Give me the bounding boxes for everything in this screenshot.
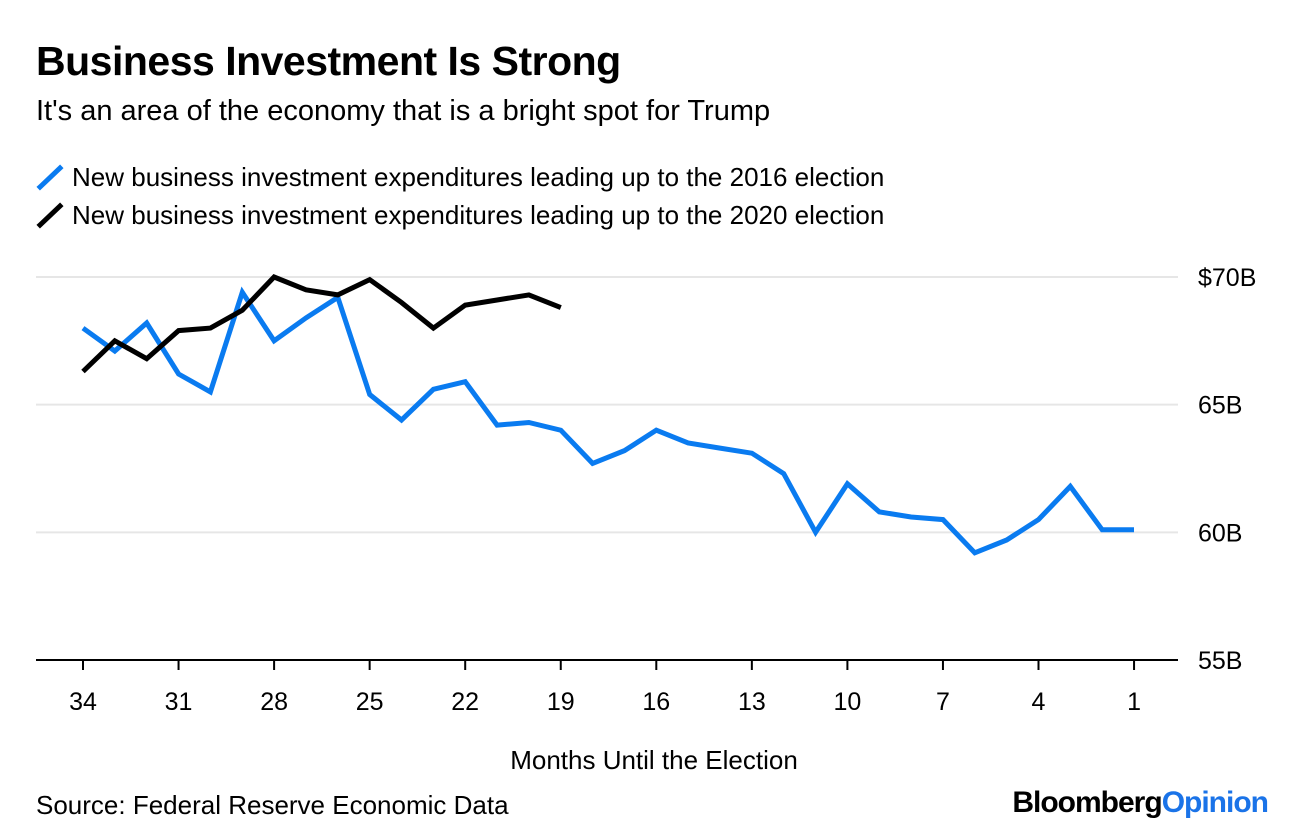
legend-swatch-2016-icon (36, 162, 66, 192)
x-tick-label: 16 (642, 688, 670, 716)
brand-logo: BloombergOpinion (1012, 786, 1269, 820)
x-tick-label: 4 (1032, 688, 1046, 716)
x-tick-label: 25 (356, 688, 384, 716)
chart-title: Business Investment Is Strong (36, 38, 621, 84)
series-line-2020 (81, 274, 562, 374)
y-tick-label: $70B (1198, 264, 1256, 292)
chart-subtitle: It's an area of the economy that is a br… (36, 95, 771, 127)
x-tick-label: 22 (451, 688, 479, 716)
legend-swatch-2020-icon (36, 200, 66, 230)
legend-item-2020: New business investment expenditures lea… (36, 196, 884, 234)
x-tick-label: 1 (1127, 688, 1141, 716)
legend-item-2016: New business investment expenditures lea… (36, 158, 884, 196)
x-tick-label: 10 (833, 688, 861, 716)
brand-part-1: Bloomberg (1012, 786, 1162, 819)
source-note: Source: Federal Reserve Economic Data (36, 790, 509, 820)
x-axis-title: Months Until the Election (510, 745, 798, 775)
x-tick-label: 13 (738, 688, 766, 716)
x-tick-label: 7 (936, 688, 950, 716)
x-tick-label: 19 (547, 688, 575, 716)
y-tick-label: 55B (1198, 647, 1242, 675)
x-tick-label: 31 (165, 688, 193, 716)
y-tick-label: 65B (1198, 392, 1242, 420)
x-tick-label: 34 (69, 688, 97, 716)
series-line-2016 (81, 286, 1134, 556)
legend-label-2020: New business investment expenditures lea… (72, 199, 885, 230)
y-tick-label: 60B (1198, 519, 1242, 547)
brand-part-2: Opinion (1161, 786, 1269, 819)
x-tick-label: 28 (260, 688, 288, 716)
legend-label-2016: New business investment expenditures lea… (72, 161, 885, 192)
legend: New business investment expenditures lea… (36, 158, 884, 234)
